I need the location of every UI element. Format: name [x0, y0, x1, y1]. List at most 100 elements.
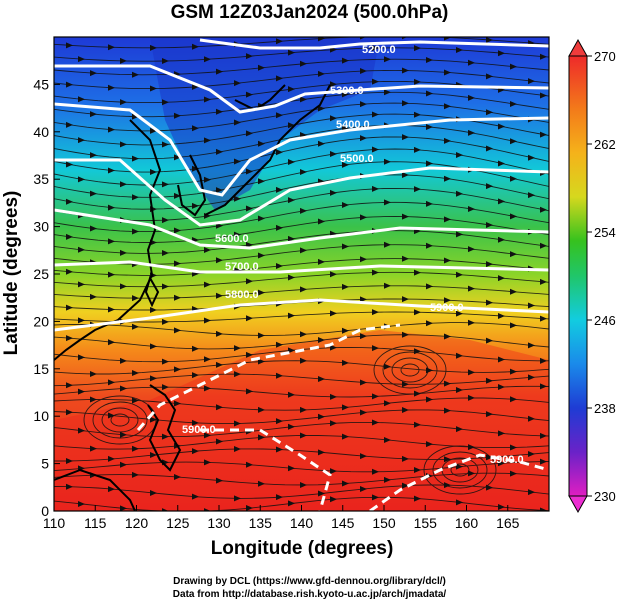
wind-arrow	[468, 394, 475, 401]
wind-arrow	[342, 480, 349, 487]
wind-arrow	[66, 121, 73, 128]
wind-arrow	[342, 161, 349, 168]
wind-arrow	[384, 89, 391, 96]
wind-arrow	[318, 140, 325, 147]
x-axis-ticks: 110 115 120 125 130 135 140 145 150 155 160 165	[43, 505, 520, 531]
wind-arrow	[372, 468, 379, 475]
wind-arrow	[108, 271, 115, 278]
streamline	[54, 216, 549, 243]
wind-arrow	[372, 393, 379, 400]
wind-arrow	[192, 372, 199, 379]
streamline-swirl	[423, 445, 497, 495]
wind-arrow	[216, 187, 223, 194]
wind-arrow	[216, 257, 223, 264]
wind-arrow	[426, 396, 433, 403]
wind-arrow	[414, 186, 421, 193]
x-tick-label: 160	[455, 515, 479, 531]
streamline	[54, 187, 549, 222]
wind-arrow	[486, 337, 493, 344]
wind-arrow	[204, 432, 211, 439]
wind-arrow	[384, 199, 391, 206]
wind-arrow	[66, 335, 73, 342]
wind-arrow	[318, 376, 325, 383]
wind-arrow	[120, 461, 127, 468]
wind-arrow	[540, 242, 547, 249]
wind-arrow	[486, 145, 493, 152]
wind-arrow	[384, 437, 391, 444]
wind-arrow	[498, 384, 505, 391]
colorbar-tick-label: 246	[594, 313, 616, 328]
wind-arrow	[276, 372, 283, 379]
wind-arrow	[456, 310, 463, 317]
wind-arrow	[258, 480, 265, 487]
y-tick-label: 10	[33, 408, 49, 424]
wind-arrow	[192, 448, 199, 455]
wind-arrow	[192, 202, 199, 209]
wind-arrow	[540, 206, 547, 213]
wind-arrow	[444, 175, 451, 182]
wind-arrow	[288, 312, 295, 319]
colorbar-bottom-arrow	[568, 495, 588, 514]
wind-arrow	[486, 411, 493, 418]
streamline	[54, 435, 549, 450]
wind-arrow	[234, 420, 241, 427]
wind-arrow	[486, 377, 493, 384]
wind-arrow	[90, 445, 97, 452]
wind-arrow	[468, 319, 475, 326]
wind-arrow	[498, 504, 505, 511]
wind-arrow	[342, 125, 349, 132]
wind-arrow	[216, 68, 223, 75]
wind-arrow	[300, 60, 307, 67]
wind-arrow	[456, 231, 463, 238]
wind-arrow	[414, 495, 421, 502]
wind-arrow	[456, 47, 463, 54]
wind-arrow	[90, 293, 97, 300]
wind-arrow	[510, 396, 517, 403]
wind-arrow	[192, 43, 199, 50]
wind-arrow	[498, 460, 505, 467]
wind-arrow	[66, 198, 73, 205]
wind-arrow	[528, 415, 535, 422]
y-tick-label: 30	[33, 219, 49, 235]
wind-arrow	[402, 482, 409, 489]
wind-arrow	[108, 84, 115, 91]
wind-arrow	[246, 428, 253, 435]
wind-arrow	[468, 369, 475, 376]
wind-arrow	[342, 57, 349, 64]
wind-arrow	[258, 358, 265, 365]
colorbar-tick-label: 230	[594, 489, 616, 504]
wind-arrow	[258, 178, 265, 185]
streamline-swirl	[432, 451, 488, 489]
temperature-field	[54, 37, 549, 511]
streamline-swirl	[400, 363, 420, 377]
contour-label: 5900.0	[182, 424, 216, 436]
wind-arrow	[468, 94, 475, 101]
wind-arrow	[510, 444, 517, 451]
streamline-swirl	[450, 463, 470, 477]
philippines-coastline	[147, 384, 182, 472]
wind-arrow	[360, 485, 367, 492]
wind-arrow	[174, 400, 181, 407]
wind-arrow	[498, 160, 505, 167]
wind-arrow	[486, 73, 493, 80]
streamline	[54, 397, 549, 411]
wind-arrow	[402, 296, 409, 303]
wind-arrow	[132, 323, 139, 330]
wind-arrow	[426, 160, 433, 167]
streamline	[54, 37, 549, 49]
wind-arrow	[372, 345, 379, 352]
wind-arrow	[444, 407, 451, 414]
streamline	[54, 148, 549, 186]
wind-arrow	[108, 204, 115, 211]
wind-arrow	[540, 507, 547, 511]
wind-arrow	[246, 205, 253, 212]
wind-arrow	[78, 281, 85, 288]
wind-arrow	[486, 37, 493, 43]
wind-arrow	[276, 38, 283, 45]
wind-arrow	[498, 236, 505, 243]
wind-arrow	[498, 313, 505, 320]
wind-arrow	[120, 385, 127, 392]
x-tick-label: 145	[331, 515, 355, 531]
wind-arrow	[204, 137, 211, 144]
wind-arrow	[360, 409, 367, 416]
